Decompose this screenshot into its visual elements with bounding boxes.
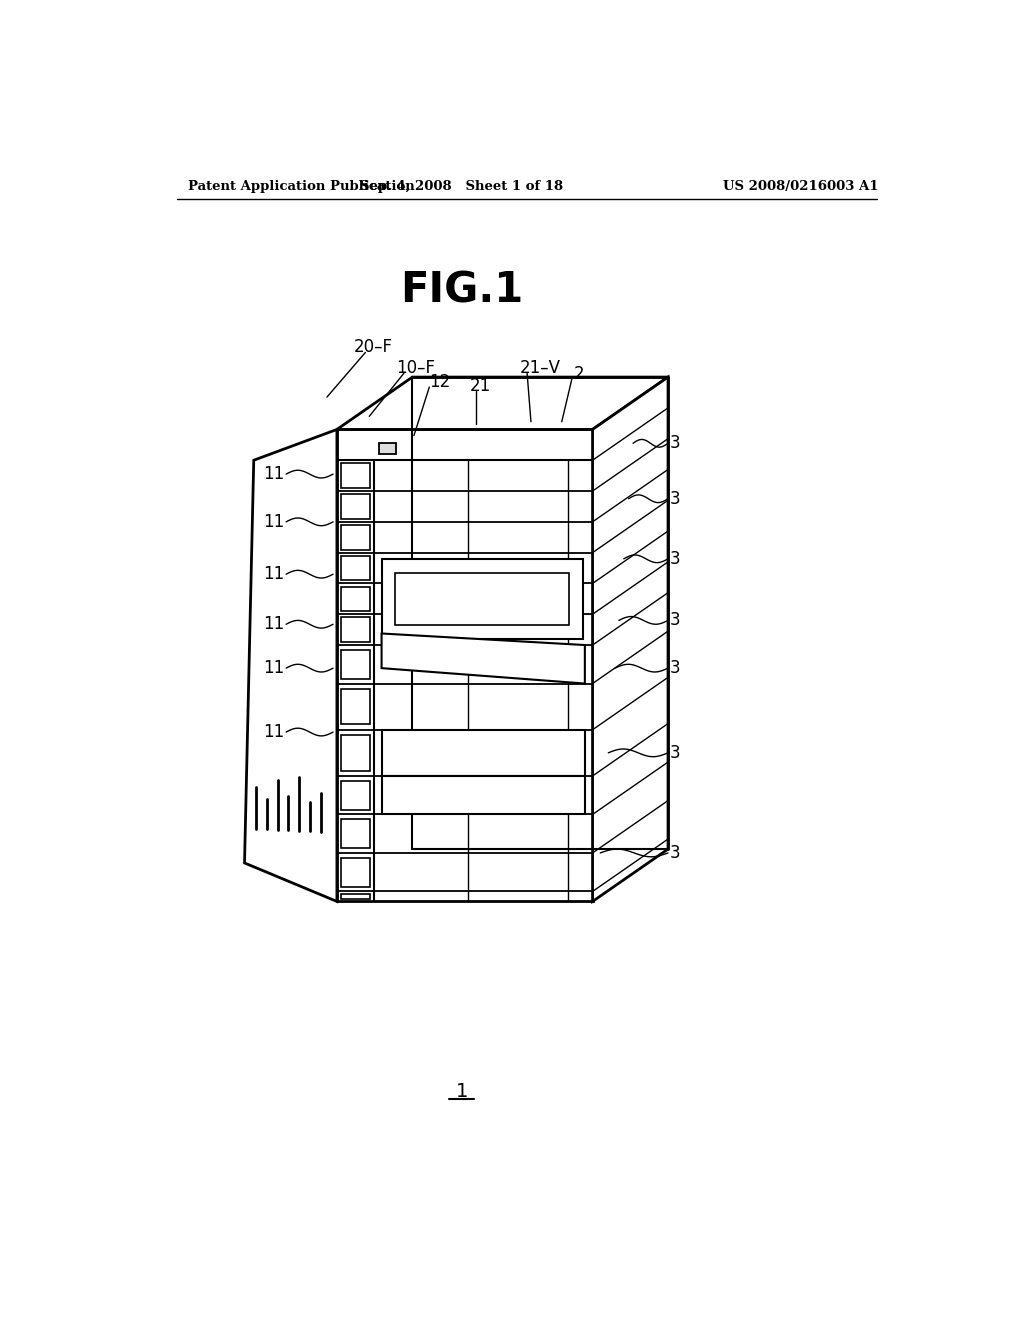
Text: 10–F: 10–F (396, 359, 435, 376)
Text: Patent Application Publication: Patent Application Publication (188, 181, 415, 194)
Text: 3: 3 (670, 434, 680, 453)
Text: 11: 11 (263, 513, 285, 531)
Text: 3: 3 (670, 490, 680, 508)
Bar (341, 556, 370, 581)
Text: 11: 11 (263, 565, 285, 583)
Text: US 2008/0216003 A1: US 2008/0216003 A1 (723, 181, 879, 194)
Bar (382, 730, 585, 776)
Text: 11: 11 (263, 723, 285, 741)
Text: 11: 11 (263, 615, 285, 634)
Bar (341, 618, 370, 642)
Bar (341, 780, 370, 810)
Bar (341, 525, 370, 549)
Bar (382, 776, 585, 814)
Text: 3: 3 (670, 611, 680, 630)
Text: 1: 1 (456, 1082, 468, 1101)
Polygon shape (382, 634, 585, 684)
Text: 3: 3 (670, 550, 680, 568)
Bar (341, 494, 370, 519)
Polygon shape (593, 378, 668, 902)
Text: 3: 3 (670, 744, 680, 762)
Bar (341, 735, 370, 771)
Bar (341, 818, 370, 849)
Text: 11: 11 (263, 659, 285, 677)
Text: FIG.1: FIG.1 (400, 269, 523, 312)
Text: 3: 3 (670, 659, 680, 677)
Text: 21: 21 (469, 376, 490, 395)
Bar (341, 689, 370, 725)
Polygon shape (337, 378, 668, 429)
Bar (379, 444, 396, 454)
Text: 2: 2 (573, 366, 584, 383)
Bar (395, 573, 569, 626)
Text: 12: 12 (429, 372, 451, 391)
Bar (341, 649, 370, 678)
Bar (341, 586, 370, 611)
Text: Sep. 4, 2008   Sheet 1 of 18: Sep. 4, 2008 Sheet 1 of 18 (360, 181, 563, 194)
Text: 21–V: 21–V (519, 359, 560, 376)
Text: 3: 3 (670, 843, 680, 862)
Text: 20–F: 20–F (354, 338, 393, 356)
Bar (382, 558, 584, 639)
Bar (341, 858, 370, 887)
Bar (341, 463, 370, 488)
Bar (337, 429, 593, 902)
Text: 11: 11 (263, 465, 285, 483)
Polygon shape (245, 429, 337, 902)
Bar (341, 894, 370, 899)
